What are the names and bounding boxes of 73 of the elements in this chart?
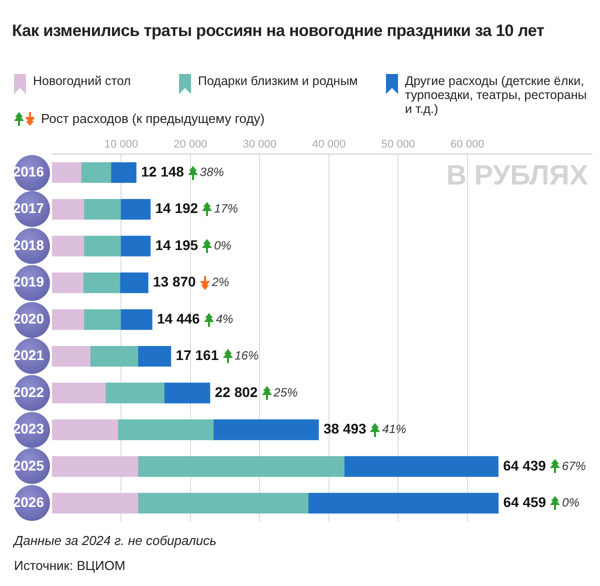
bar: [110, 162, 136, 183]
annotation: 17%: [214, 202, 238, 216]
total-label: 14 192: [155, 200, 198, 216]
bar: [117, 419, 214, 440]
bar: [52, 456, 138, 477]
annotation: 0%: [562, 496, 580, 510]
x-tick-label: 20 000: [174, 138, 208, 151]
y-tick-label: 2020: [12, 310, 44, 326]
bar: [138, 492, 308, 514]
annotation: 16%: [234, 348, 259, 363]
bar: [52, 346, 90, 367]
bar: [138, 456, 344, 477]
total-label: 17 161: [176, 347, 219, 364]
annotation: 67%: [562, 458, 586, 473]
total-label: 14 446: [157, 310, 200, 326]
total-label: 22 802: [214, 384, 258, 400]
bar: [82, 272, 120, 294]
y-tick-label: 2018: [12, 236, 44, 253]
y-tick-label: 2021: [12, 347, 44, 364]
bar: [212, 419, 319, 440]
total-label: 14 195: [155, 236, 198, 253]
text: Рост расходов (к предыдущему году): [41, 111, 265, 126]
bar: [120, 272, 148, 294]
legend-label: Другие расходы (детские ёлки, турпоездки, театры, рестораны и т.д.): [405, 74, 588, 116]
bar: [308, 492, 499, 514]
x-tick-label: 40 000: [312, 138, 346, 151]
bar: [104, 382, 164, 404]
legend-label: Подарки близким и родным: [198, 74, 358, 88]
y-tick-label: 2019: [12, 274, 44, 290]
chart-title: Как изменились траты россиян на новогодние праздники за 10 лет: [12, 22, 544, 41]
y-tick-label: 2016: [12, 163, 44, 180]
x-tick-label: 50 000: [381, 138, 415, 151]
y-tick-label: 2025: [12, 457, 44, 474]
bar: [164, 382, 210, 404]
bar: [52, 236, 84, 256]
bar: [52, 492, 138, 514]
text: Данные за 2024 г. не собирались: [14, 533, 216, 548]
bar: [120, 198, 151, 220]
x-tick-label: 30 000: [242, 138, 277, 151]
bar: [52, 382, 106, 404]
total-label: 12 148: [141, 163, 184, 180]
bar: [52, 419, 118, 440]
annotation: 4%: [216, 312, 234, 326]
y-tick-label: 2017: [12, 200, 44, 216]
y-tick-label: 2022: [12, 384, 44, 400]
text: Источник: ВЦИОМ: [14, 558, 126, 573]
bar: [120, 236, 151, 256]
bar: [52, 162, 82, 183]
x-tick-label: 10 000: [104, 138, 138, 151]
total-label: 13 870: [153, 274, 196, 290]
y-tick-label: 2026: [12, 494, 44, 510]
total-label: 64 439: [503, 457, 546, 474]
bar: [52, 309, 84, 330]
annotation: 25%: [272, 385, 298, 400]
x-tick-label: 60 000: [450, 138, 484, 151]
bar: [52, 198, 84, 220]
bar: [80, 162, 112, 183]
bar: [84, 198, 121, 220]
total-label: 64 459: [503, 494, 546, 510]
bar: [84, 236, 121, 256]
annotation: 41%: [382, 422, 407, 436]
annotation: 0%: [214, 238, 232, 252]
bar: [90, 346, 138, 367]
annotation: 38%: [200, 164, 224, 179]
y-tick-label: 2023: [12, 420, 44, 437]
bar: [138, 346, 172, 367]
bar: [52, 272, 84, 294]
legend-label: Новогодний стол: [33, 74, 131, 88]
bar: [344, 456, 498, 477]
annotation: 2%: [210, 275, 230, 290]
total-label: 38 493: [323, 420, 367, 437]
bar: [120, 309, 152, 330]
bar: [84, 309, 121, 330]
